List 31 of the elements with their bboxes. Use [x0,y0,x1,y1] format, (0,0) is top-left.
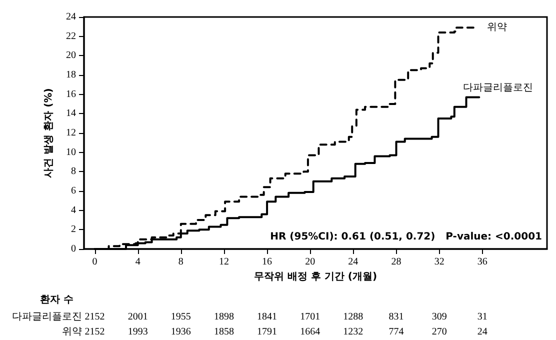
y-tick-label: 18 [66,70,76,80]
x-tick-label: 20 [305,256,316,268]
x-tick-label: 32 [434,256,444,268]
annotation: HR (95%CI): 0.61 (0.51, 0.72) P-value: <0.0001 [270,232,542,242]
series-label: 위약 [486,22,507,34]
y-axis-title: 사건 발생 환자 (%) [44,88,54,178]
y-tick-label: 16 [66,88,76,100]
y-tick-label: 14 [66,108,76,120]
x-tick-label: 8 [178,256,184,268]
text: 환자 수 [40,294,74,306]
x-tick-label: 24 [348,256,358,268]
y-tick-label: 6 [71,186,76,196]
y-tick-label: 12 [66,128,76,138]
x-tick-label: 0 [92,256,98,268]
x-tick-label: 36 [477,256,488,268]
text: 다파글리플로진 2152 2001 1955 1898 1841 1701 1288 831 309 31 [12,312,488,322]
y-tick-label: 22 [66,30,76,42]
x-tick-label: 12 [218,256,229,268]
series-label: 다파글리플로진 [463,82,534,94]
x-axis-title: 무작위 배정 후 기간 (개월) [254,271,378,282]
x-tick-label: 4 [135,256,140,268]
y-tick-label: 2 [71,224,76,236]
x-tick-label: 28 [391,256,402,268]
y-tick-label: 20 [66,50,76,62]
y-tick-label: 8 [71,166,76,178]
x-tick-label: 16 [262,256,272,268]
y-tick-label: 24 [66,12,76,22]
text: 위약 2152 1993 1936 1858 1791 1664 1232 774 270 24 [62,326,488,338]
y-tick-label: 10 [66,146,76,158]
y-tick-label: 4 [71,204,76,216]
y-tick-label: 0 [71,244,76,254]
